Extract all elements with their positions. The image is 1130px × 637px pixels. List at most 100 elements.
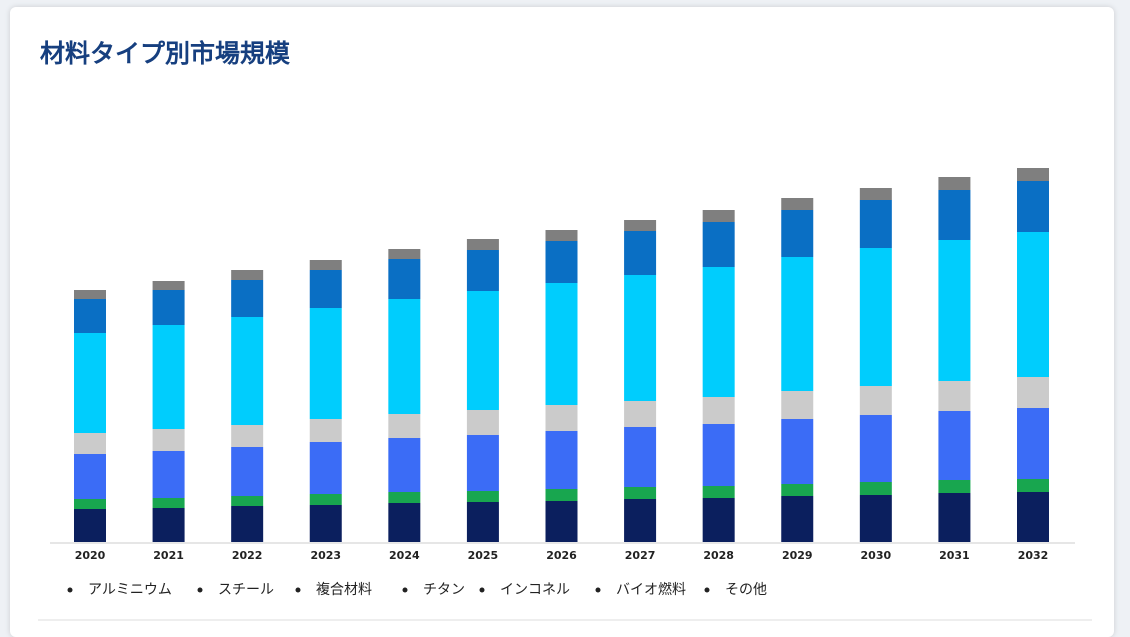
bar-segment — [781, 198, 814, 210]
bar-segment — [1017, 492, 1049, 542]
bar-segment — [859, 188, 892, 200]
x-tick-label: 2022 — [232, 549, 263, 562]
bar-segment — [624, 487, 657, 499]
bar-segment — [74, 333, 106, 433]
x-tick-label: 2031 — [939, 549, 970, 562]
bar-segment — [74, 299, 106, 333]
bar-segment — [781, 496, 814, 542]
x-tick-label: 2029 — [782, 549, 813, 562]
legend-bullet — [67, 587, 73, 593]
bar-segment — [388, 299, 421, 414]
bar-segment — [152, 508, 185, 542]
bar-segment — [624, 427, 657, 487]
bar-segment — [309, 442, 342, 494]
x-tick-label: 2027 — [625, 549, 656, 562]
x-tick-label: 2021 — [153, 549, 184, 562]
bar-segment — [466, 239, 499, 250]
bar-segment — [152, 429, 185, 451]
bar-segment — [466, 410, 499, 435]
bar-segment — [231, 506, 264, 542]
legend-label: バイオ燃料 — [616, 581, 686, 598]
bar-segment — [74, 454, 106, 499]
x-tick-label: 2028 — [703, 549, 734, 562]
bar-segment — [702, 424, 735, 486]
bar-segment — [309, 419, 342, 442]
x-tick-label: 2026 — [546, 549, 577, 562]
bar-segment — [74, 433, 106, 454]
bar-segment — [938, 177, 971, 190]
bar-segment — [781, 391, 814, 419]
bar-segment — [231, 425, 264, 447]
bar-segment — [1017, 232, 1049, 377]
bar-segment — [309, 308, 342, 419]
bar-segment — [859, 495, 892, 542]
bar-segment — [1017, 377, 1049, 408]
bar-segment — [859, 248, 892, 386]
bar-segment — [1017, 479, 1049, 492]
legend-bullet — [704, 587, 710, 593]
x-tick-label: 2023 — [310, 549, 341, 562]
legend-bullet — [197, 587, 203, 593]
bar-segment — [702, 397, 735, 424]
bar-segment — [152, 281, 185, 290]
bar-segment — [624, 275, 657, 401]
x-tick-label: 2025 — [468, 549, 499, 562]
bar-segment — [624, 499, 657, 542]
bar-segment — [545, 405, 578, 431]
bar-segment — [74, 509, 106, 542]
bar-segment — [388, 259, 421, 299]
legend-label: 複合材料 — [316, 581, 372, 598]
bar-segment — [231, 496, 264, 506]
bar-segment — [231, 447, 264, 496]
x-tick-label: 2020 — [75, 549, 106, 562]
x-tick-label: 2030 — [861, 549, 892, 562]
bar-segment — [702, 486, 735, 498]
bar-segment — [1017, 168, 1049, 181]
bar-segment — [545, 489, 578, 501]
bar-segment — [231, 280, 264, 317]
bar-segment — [152, 451, 185, 498]
legend-label: スチール — [218, 582, 274, 598]
x-tick-label: 2024 — [389, 549, 420, 562]
bar-segment — [152, 325, 185, 429]
bar-segment — [74, 499, 106, 509]
bar-segment — [938, 480, 971, 493]
bar-segment — [388, 438, 421, 492]
bar-segment — [938, 493, 971, 542]
bar-segment — [545, 501, 578, 542]
bar-segment — [309, 494, 342, 505]
legend-label: チタン — [423, 582, 465, 598]
bar-segment — [1017, 408, 1049, 479]
legend-bullet — [295, 587, 301, 593]
bar-segment — [624, 401, 657, 427]
bar-segment — [231, 317, 264, 425]
bar-segment — [859, 415, 892, 482]
bar-segment — [702, 267, 735, 397]
bar-segment — [231, 270, 264, 280]
bar-segment — [702, 498, 735, 542]
legend-bullet — [479, 587, 485, 593]
bar-segment — [388, 503, 421, 542]
bar-segment — [466, 502, 499, 542]
bar-segment — [466, 250, 499, 291]
bar-segment — [545, 230, 578, 241]
legend-bullet — [402, 587, 408, 593]
bar-segment — [388, 414, 421, 438]
bar-segment — [624, 231, 657, 275]
bar-segment — [859, 482, 892, 495]
bar-segment — [938, 381, 971, 411]
bar-segment — [859, 386, 892, 415]
bar-segment — [388, 249, 421, 259]
legend-label: インコネル — [500, 582, 570, 598]
bar-segment — [1017, 181, 1049, 232]
bar-segment — [781, 210, 814, 257]
bar-segment — [938, 411, 971, 480]
bar-segment — [309, 260, 342, 270]
bar-segment — [938, 240, 971, 381]
bar-segment — [702, 222, 735, 267]
bar-segment — [466, 291, 499, 410]
x-tick-label: 2032 — [1018, 549, 1049, 562]
bar-segment — [388, 492, 421, 503]
